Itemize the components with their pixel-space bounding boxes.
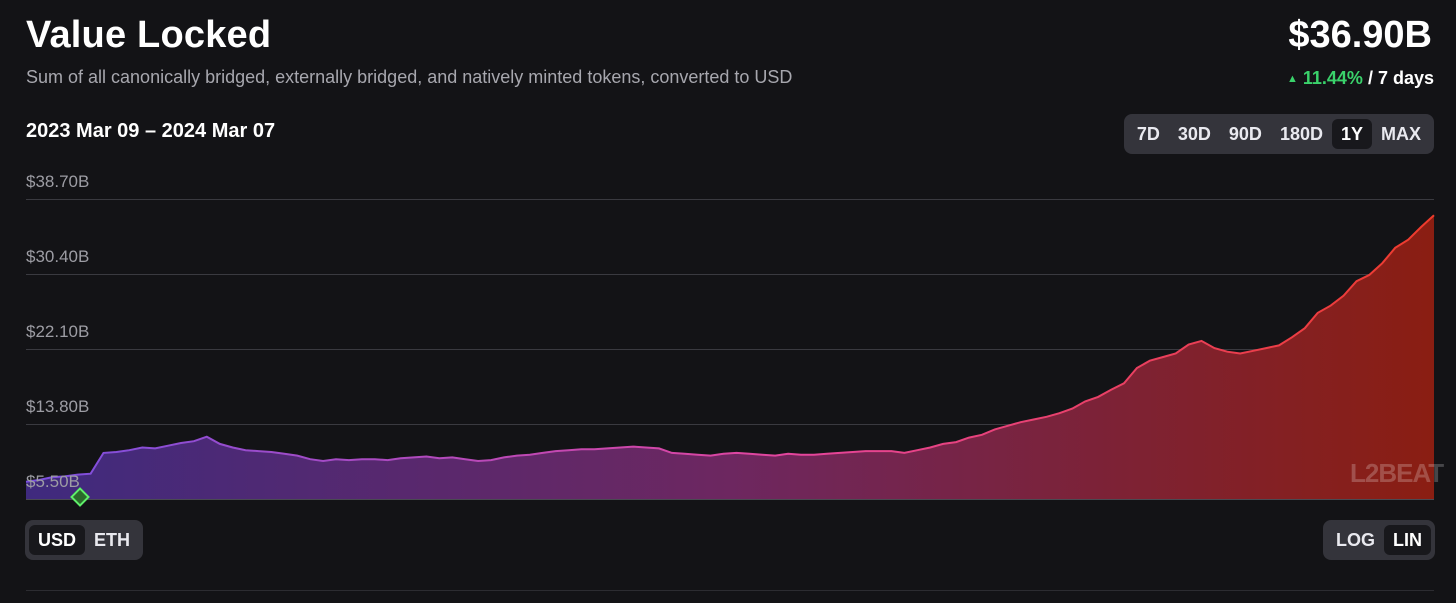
gridline <box>26 199 1434 200</box>
change-period: / 7 days <box>1367 68 1434 88</box>
y-tick-label: $30.40B <box>26 247 90 266</box>
series-area <box>26 215 1434 500</box>
y-tick-label: $38.70B <box>26 172 90 191</box>
baseline <box>26 499 1434 500</box>
y-tick-label: $22.10B <box>26 322 90 341</box>
unit-eth-button[interactable]: ETH <box>94 530 131 550</box>
series-line <box>25 214 1435 483</box>
scale-lin-button[interactable]: LIN <box>1384 525 1431 555</box>
gridline <box>26 274 1434 275</box>
range-30d-button[interactable]: 30D <box>1177 124 1211 144</box>
change-indicator: ▲ 11.44% / 7 days <box>1287 68 1434 89</box>
divider <box>26 590 1434 591</box>
up-arrow-icon: ▲ <box>1286 73 1298 85</box>
page-title: Value Locked <box>26 14 272 56</box>
range-max-button[interactable]: MAX <box>1381 124 1421 144</box>
gridline <box>26 349 1434 350</box>
range-180d-button[interactable]: 180D <box>1279 124 1323 144</box>
y-tick-label: $5.50B <box>26 472 80 491</box>
range-1y-button[interactable]: 1Y <box>1331 119 1372 149</box>
l2beat-watermark: L2BEAT <box>1350 458 1444 488</box>
page-subtitle: Sum of all canonically bridged, external… <box>26 67 793 87</box>
total-value: $36.90B <box>1288 14 1432 56</box>
unit-selector: USD ETH <box>25 520 144 560</box>
scale-log-button[interactable]: LOG <box>1336 530 1375 550</box>
range-7d-button[interactable]: 7D <box>1136 124 1160 144</box>
unit-usd-button[interactable]: USD <box>29 525 86 555</box>
gridline <box>26 424 1434 425</box>
range-90d-button[interactable]: 90D <box>1228 124 1262 144</box>
time-range-selector: 7D 30D 90D 180D 1Y MAX <box>1123 114 1434 154</box>
scale-selector: LOG LIN <box>1323 520 1435 560</box>
y-tick-label: $13.80B <box>26 397 90 416</box>
date-range: 2023 Mar 09 – 2024 Mar 07 <box>26 120 276 142</box>
change-percent: 11.44% <box>1302 68 1363 88</box>
